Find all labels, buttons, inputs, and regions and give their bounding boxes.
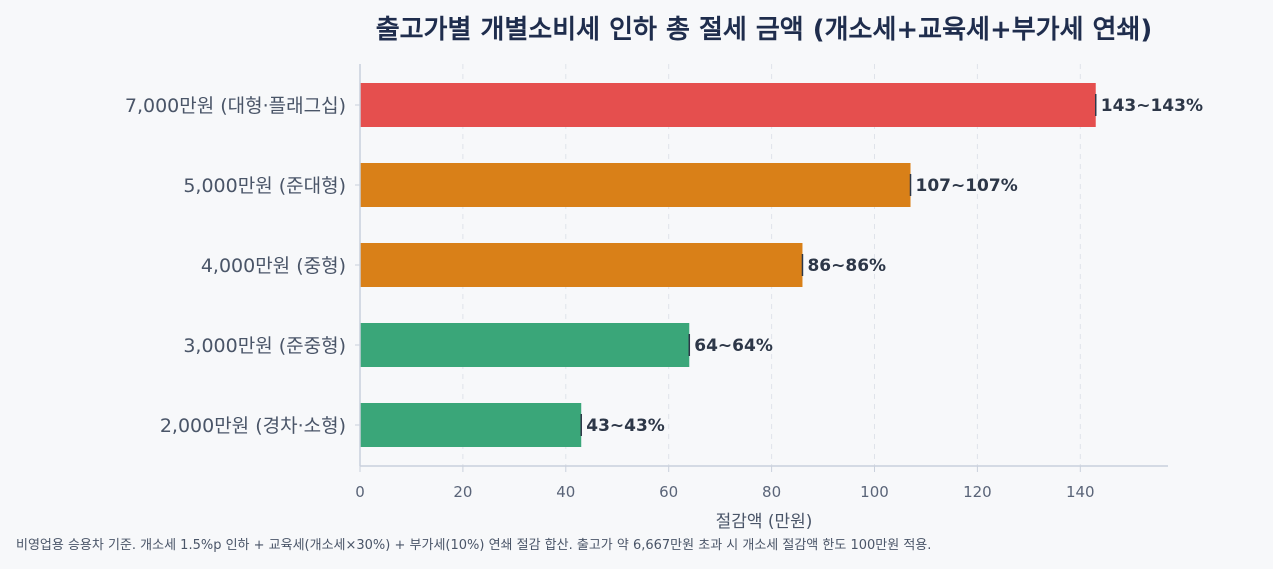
data-label: 107~107% [916,176,1018,196]
data-label: 64~64% [694,336,773,356]
bar [360,83,1096,127]
data-label: 43~43% [586,416,665,436]
bar [360,403,582,447]
category-label: 3,000만원 (준중형) [183,335,346,357]
x-tick-label: 80 [762,483,781,501]
category-label: 4,000만원 (중형) [201,255,346,277]
data-label: 143~143% [1101,96,1203,116]
data-label: 86~86% [807,256,886,276]
chart-title: 출고가별 개별소비세 인하 총 절세 금액 (개소세+교육세+부가세 연쇄) [376,15,1153,45]
x-tick-label: 0 [355,483,365,501]
x-tick-label: 20 [453,483,472,501]
x-ticks: 0 20 40 60 80 100 120 140 [355,466,1095,501]
bars-group: 143~143% 107~107% 86~86% 64~64% 43~43% [360,83,1203,447]
x-tick-label: 100 [860,483,889,501]
x-tick-label: 40 [556,483,575,501]
bar [360,323,690,367]
x-tick-label: 60 [659,483,678,501]
x-axis-label: 절감액 (만원) [716,512,813,532]
bar [360,243,803,287]
category-label: 7,000만원 (대형·플래그십) [125,95,346,117]
x-tick-label: 140 [1066,483,1095,501]
bar [360,163,911,207]
category-label: 2,000만원 (경차·소형) [160,415,346,437]
category-label: 5,000만원 (준대형) [183,175,346,197]
footnote: 비영업용 승용차 기준. 개소세 1.5%p 인하 + 교육세(개소세×30%)… [16,538,932,553]
x-tick-label: 120 [963,483,992,501]
category-labels: 7,000만원 (대형·플래그십) 5,000만원 (준대형) 4,000만원 (중… [125,95,360,437]
